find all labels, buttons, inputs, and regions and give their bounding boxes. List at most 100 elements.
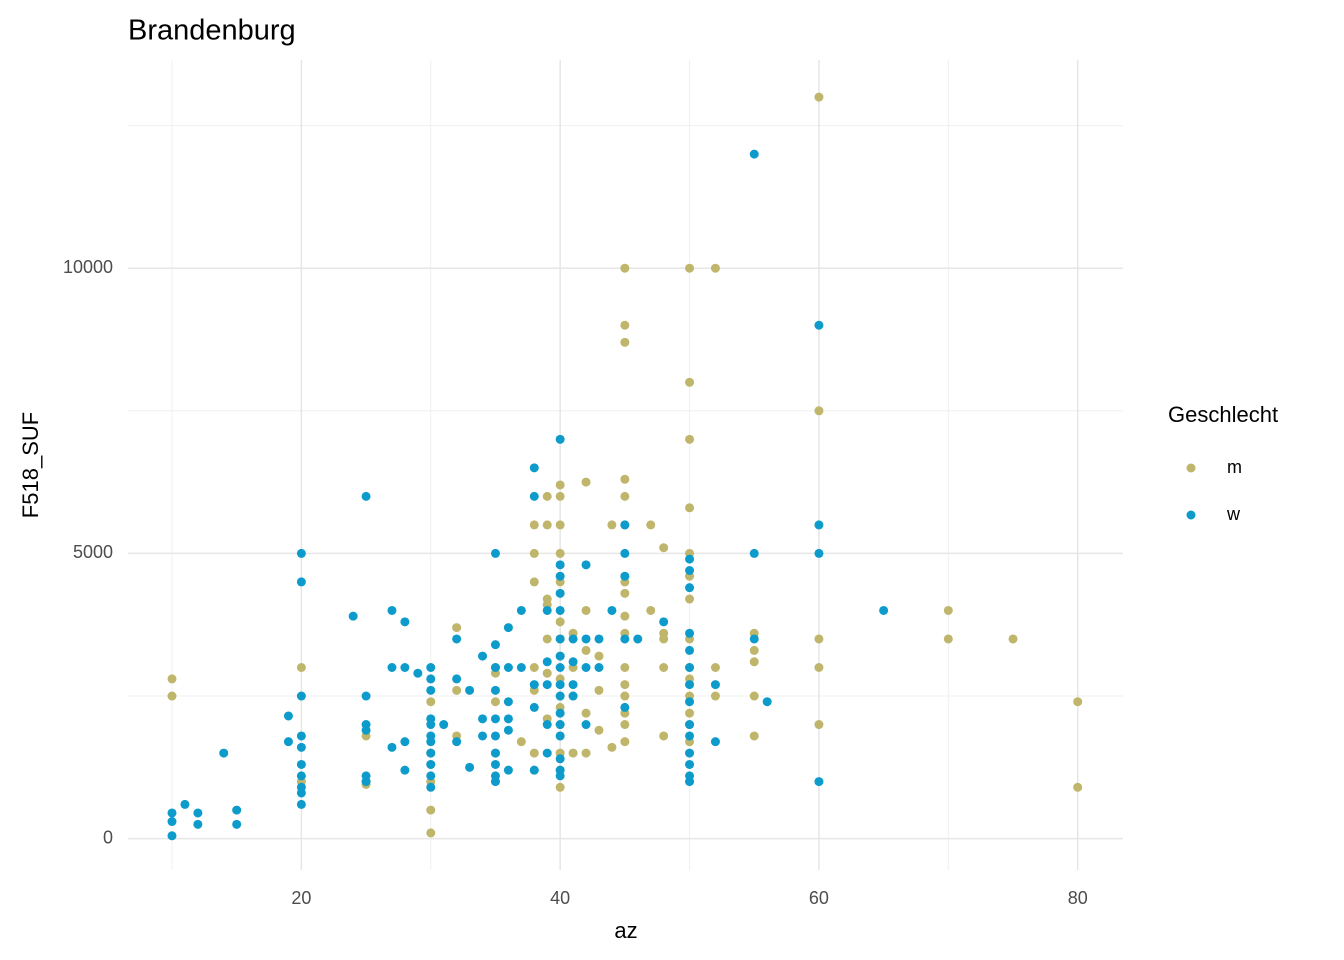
point	[478, 731, 488, 741]
point	[426, 737, 436, 747]
point	[296, 691, 306, 701]
point	[503, 663, 513, 672]
point	[296, 759, 306, 769]
point	[620, 320, 630, 330]
point	[685, 628, 695, 638]
point	[555, 680, 565, 690]
point	[581, 645, 591, 655]
point	[219, 748, 229, 758]
point	[581, 720, 591, 730]
point	[555, 548, 565, 558]
point	[167, 831, 177, 841]
point	[426, 674, 436, 684]
point	[710, 691, 720, 701]
point	[814, 663, 824, 672]
point	[749, 149, 759, 159]
point	[555, 782, 565, 792]
point	[426, 805, 436, 815]
point	[542, 520, 552, 530]
point	[555, 651, 565, 661]
point	[814, 406, 824, 416]
point	[503, 725, 513, 735]
point	[620, 663, 630, 672]
point	[555, 617, 565, 627]
point	[710, 680, 720, 690]
point	[413, 668, 423, 678]
point	[710, 263, 720, 273]
point	[555, 691, 565, 701]
point	[879, 605, 889, 615]
point	[490, 777, 500, 787]
point	[296, 577, 306, 587]
point	[465, 685, 475, 695]
point	[814, 320, 824, 330]
point	[594, 634, 604, 644]
point	[555, 731, 565, 741]
point	[568, 691, 578, 701]
point	[685, 680, 695, 690]
point	[490, 685, 500, 695]
point	[387, 605, 397, 615]
point	[490, 731, 500, 741]
point	[167, 674, 177, 684]
point	[296, 731, 306, 741]
y-tick-label: 10000	[63, 257, 113, 277]
point	[426, 828, 436, 838]
point	[568, 680, 578, 690]
point	[555, 634, 565, 644]
point	[620, 337, 630, 347]
point	[685, 566, 695, 576]
point	[555, 491, 565, 501]
point	[452, 737, 462, 747]
point	[529, 702, 539, 712]
point	[659, 634, 669, 644]
point	[180, 799, 190, 809]
point	[814, 548, 824, 558]
point	[555, 708, 565, 718]
point	[555, 520, 565, 530]
point	[516, 605, 526, 615]
point	[542, 491, 552, 501]
point	[400, 765, 410, 775]
point	[387, 663, 397, 672]
point	[296, 742, 306, 752]
point	[529, 520, 539, 530]
point	[439, 720, 449, 730]
point	[490, 548, 500, 558]
point	[193, 808, 203, 818]
point	[594, 663, 604, 672]
point	[452, 623, 462, 633]
legend-label: m	[1227, 457, 1242, 477]
point	[581, 663, 591, 672]
point	[762, 697, 772, 707]
point	[542, 680, 552, 690]
point	[503, 765, 513, 775]
point	[659, 663, 669, 672]
point	[749, 645, 759, 655]
point	[361, 691, 371, 701]
point	[620, 691, 630, 701]
point	[685, 748, 695, 758]
point	[581, 708, 591, 718]
point	[749, 731, 759, 741]
point	[620, 737, 630, 747]
point	[490, 697, 500, 707]
point	[685, 583, 695, 593]
point	[594, 685, 604, 695]
point	[529, 548, 539, 558]
x-tick-label: 60	[809, 888, 829, 908]
point	[685, 731, 695, 741]
point	[633, 634, 643, 644]
x-tick-label: 80	[1068, 888, 1088, 908]
x-axis-label: az	[614, 918, 637, 943]
point	[659, 543, 669, 553]
point	[620, 634, 630, 644]
point	[465, 762, 475, 772]
point	[542, 668, 552, 678]
point	[529, 491, 539, 501]
point	[167, 817, 177, 827]
point	[296, 788, 306, 798]
point	[503, 714, 513, 724]
point	[490, 663, 500, 672]
point	[426, 685, 436, 695]
